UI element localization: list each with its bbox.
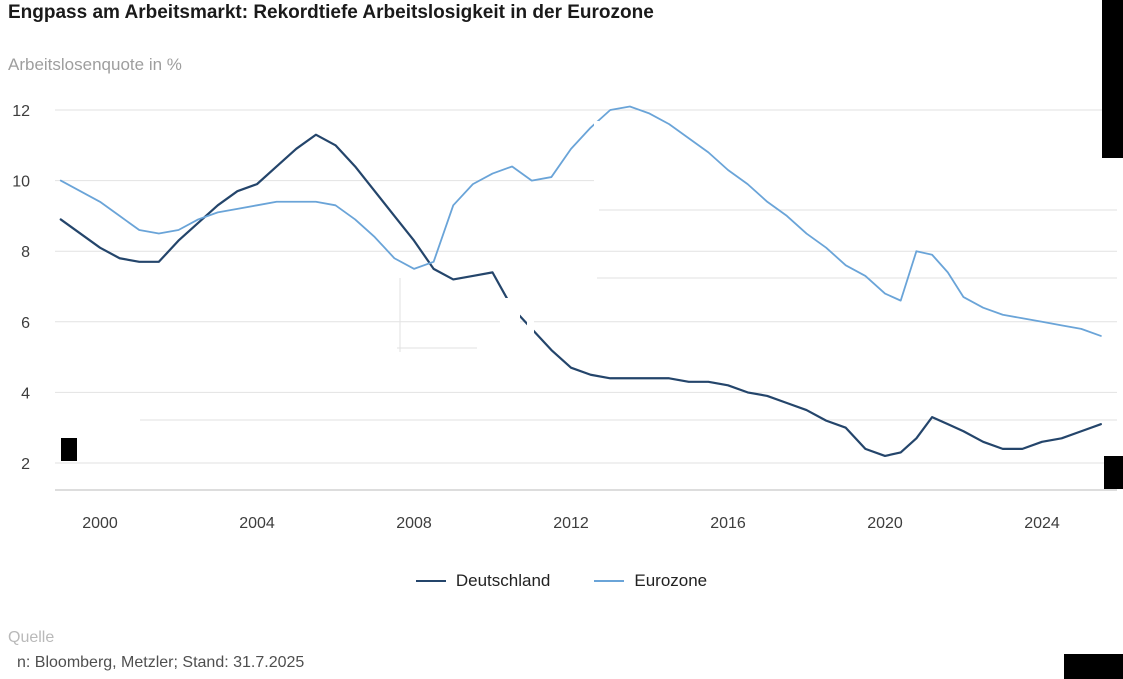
y-tick-label: 10 bbox=[12, 174, 30, 191]
chart-legend: Deutschland Eurozone bbox=[0, 571, 1123, 591]
source-fragment-top: Quelle bbox=[8, 629, 55, 646]
legend-swatch-eurozone bbox=[594, 580, 625, 582]
y-tick-label: 8 bbox=[21, 244, 30, 261]
y-tick-label: 12 bbox=[12, 103, 30, 120]
legend-label-deutschland: Deutschland bbox=[455, 571, 551, 590]
y-tick-label: 2 bbox=[21, 456, 30, 473]
render-artifact-box bbox=[597, 120, 1117, 212]
render-artifact-gap bbox=[594, 121, 599, 211]
x-tick-label: 2004 bbox=[239, 515, 275, 532]
series-line-eurozone bbox=[59, 105, 1102, 337]
legend-label-eurozone: Eurozone bbox=[634, 571, 708, 590]
source-text: n: Bloomberg, Metzler; Stand: 31.7.2025 bbox=[17, 654, 305, 671]
artifact-black-bar-top-right bbox=[1102, 0, 1123, 158]
artifact-black-bar-left bbox=[61, 438, 77, 461]
x-tick-label: 2000 bbox=[82, 515, 118, 532]
series-line-deutschland bbox=[59, 133, 1102, 458]
render-artifact-gap bbox=[500, 298, 520, 340]
artifact-black-bar-mid-right bbox=[1104, 456, 1123, 489]
artifact-black-bar-bottom-right bbox=[1064, 654, 1123, 679]
chart-title: Engpass am Arbeitsmarkt: Rekordtiefe Arb… bbox=[8, 2, 654, 23]
axis-unit-label: Arbeitslosenquote in % bbox=[8, 55, 182, 74]
x-tick-label: 2020 bbox=[867, 515, 903, 532]
x-tick-label: 2012 bbox=[553, 515, 589, 532]
legend-item-eurozone[interactable]: Eurozone bbox=[594, 571, 707, 591]
x-tick-label: 2008 bbox=[396, 515, 432, 532]
legend-swatch-deutschland bbox=[415, 580, 446, 582]
legend-item-deutschland[interactable]: Deutschland bbox=[415, 571, 551, 591]
y-tick-label: 6 bbox=[21, 315, 30, 332]
x-tick-label: 2024 bbox=[1024, 515, 1060, 532]
render-artifact-gap bbox=[527, 317, 534, 345]
y-tick-label: 4 bbox=[21, 385, 30, 402]
x-tick-label: 2016 bbox=[710, 515, 746, 532]
